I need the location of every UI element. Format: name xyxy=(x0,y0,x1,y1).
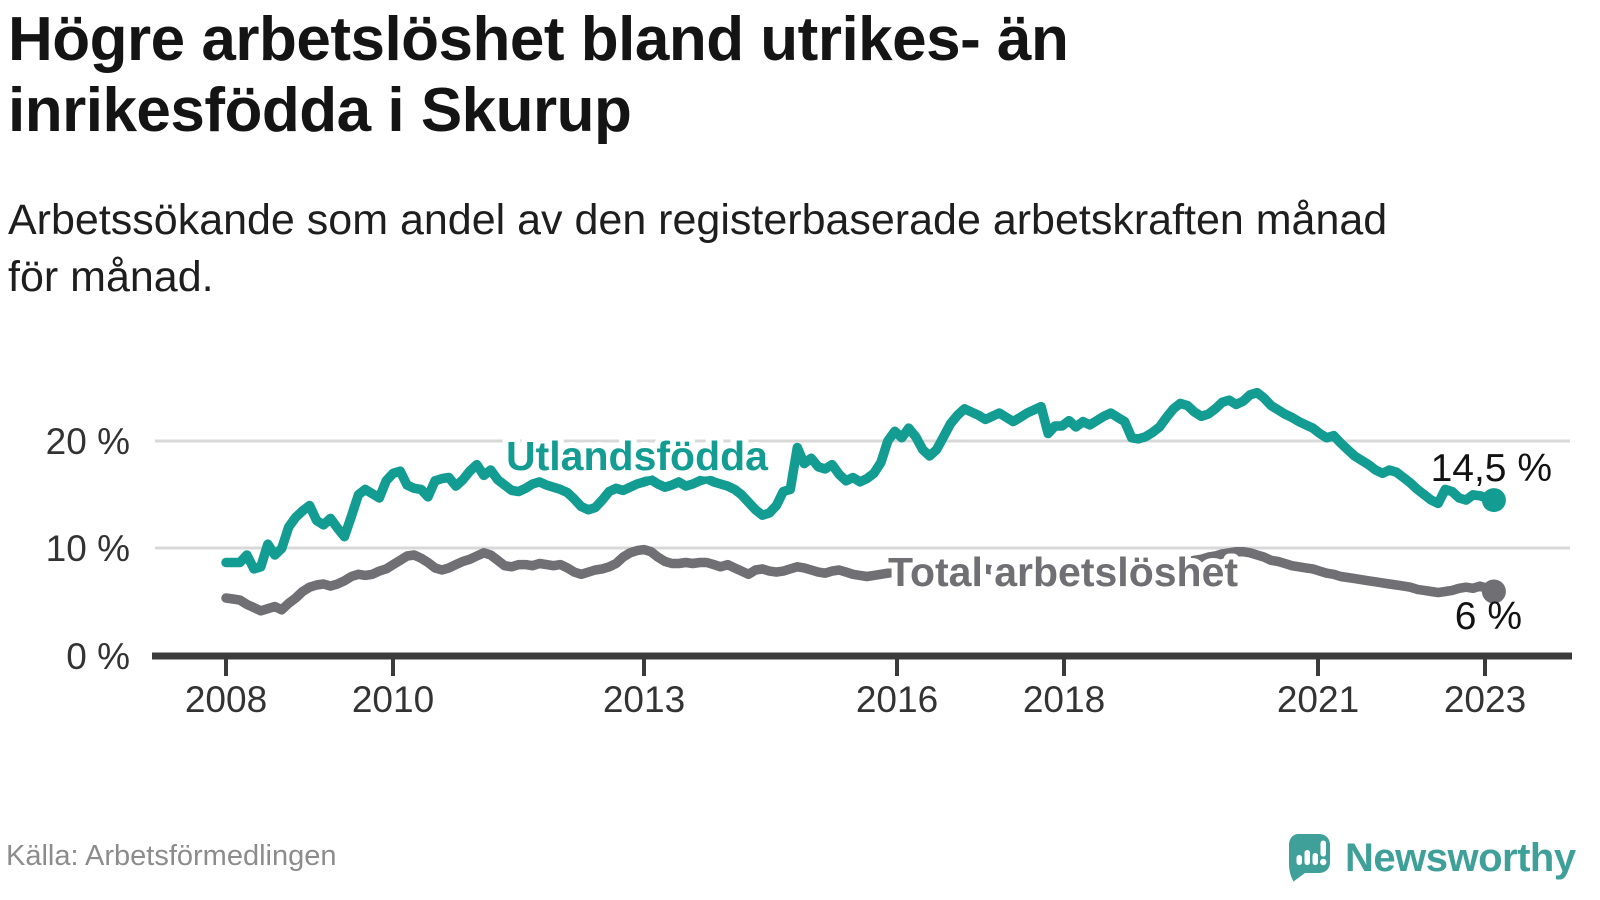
bar-icon-3 xyxy=(1312,853,1318,865)
chart-subtitle-line-2: för månad. xyxy=(8,253,214,301)
x-label-2016: 2016 xyxy=(856,679,938,720)
x-label-2010: 2010 xyxy=(352,679,434,720)
series-lines xyxy=(221,387,1506,616)
exclamation-icon-dot xyxy=(1320,858,1327,866)
x-label-2023: 2023 xyxy=(1444,679,1526,720)
brand-name: Newsworthy xyxy=(1345,835,1576,880)
series-label-total-arbetsloshet: Total arbetslöshet xyxy=(888,549,1238,595)
series-label-utlandsfodda: Utlandsfödda xyxy=(506,433,769,479)
x-label-2021: 2021 xyxy=(1277,679,1359,720)
page-title-line-1: Högre arbetslöshet bland utrikes- än xyxy=(8,5,1069,74)
x-axis-ticks xyxy=(224,659,1487,676)
chart-subtitle-line-1: Arbetssökande som andel av den registerb… xyxy=(8,196,1388,244)
y-label-20: 20 % xyxy=(46,421,130,462)
x-label-2008: 2008 xyxy=(185,679,267,720)
brand-logo: Newsworthy xyxy=(1286,833,1576,883)
end-value-label-total: 6 % xyxy=(1455,595,1522,638)
chart-subtitle: Arbetssökande som andel av den registerb… xyxy=(8,192,1387,306)
x-label-2018: 2018 xyxy=(1023,679,1105,720)
y-label-0: 0 % xyxy=(66,636,130,677)
data-line-total xyxy=(221,544,1499,616)
exclamation-icon-stem xyxy=(1320,840,1326,857)
bar-icon-2 xyxy=(1304,850,1310,865)
end-dot-utlandsfodda xyxy=(1481,488,1506,513)
data-line-utlandsfodda xyxy=(221,387,1499,574)
newsworthy-icon xyxy=(1289,834,1330,882)
page-title: Högre arbetslöshet bland utrikes- än inr… xyxy=(8,4,1069,146)
page-title-line-2: inrikesfödda i Skurup xyxy=(8,76,632,145)
end-value-label-utlandsfodda: 14,5 % xyxy=(1431,447,1552,490)
x-label-2013: 2013 xyxy=(603,679,685,720)
end-dot-total xyxy=(1481,579,1506,604)
bar-icon-1 xyxy=(1296,855,1302,865)
y-label-10: 10 % xyxy=(46,528,130,569)
x-axis-labels: 2008 2010 2013 2016 2018 2021 2023 xyxy=(185,679,1526,720)
y-axis-labels: 20 % 10 % 0 % xyxy=(46,421,130,677)
source-note: Källa: Arbetsförmedlingen xyxy=(6,840,337,872)
